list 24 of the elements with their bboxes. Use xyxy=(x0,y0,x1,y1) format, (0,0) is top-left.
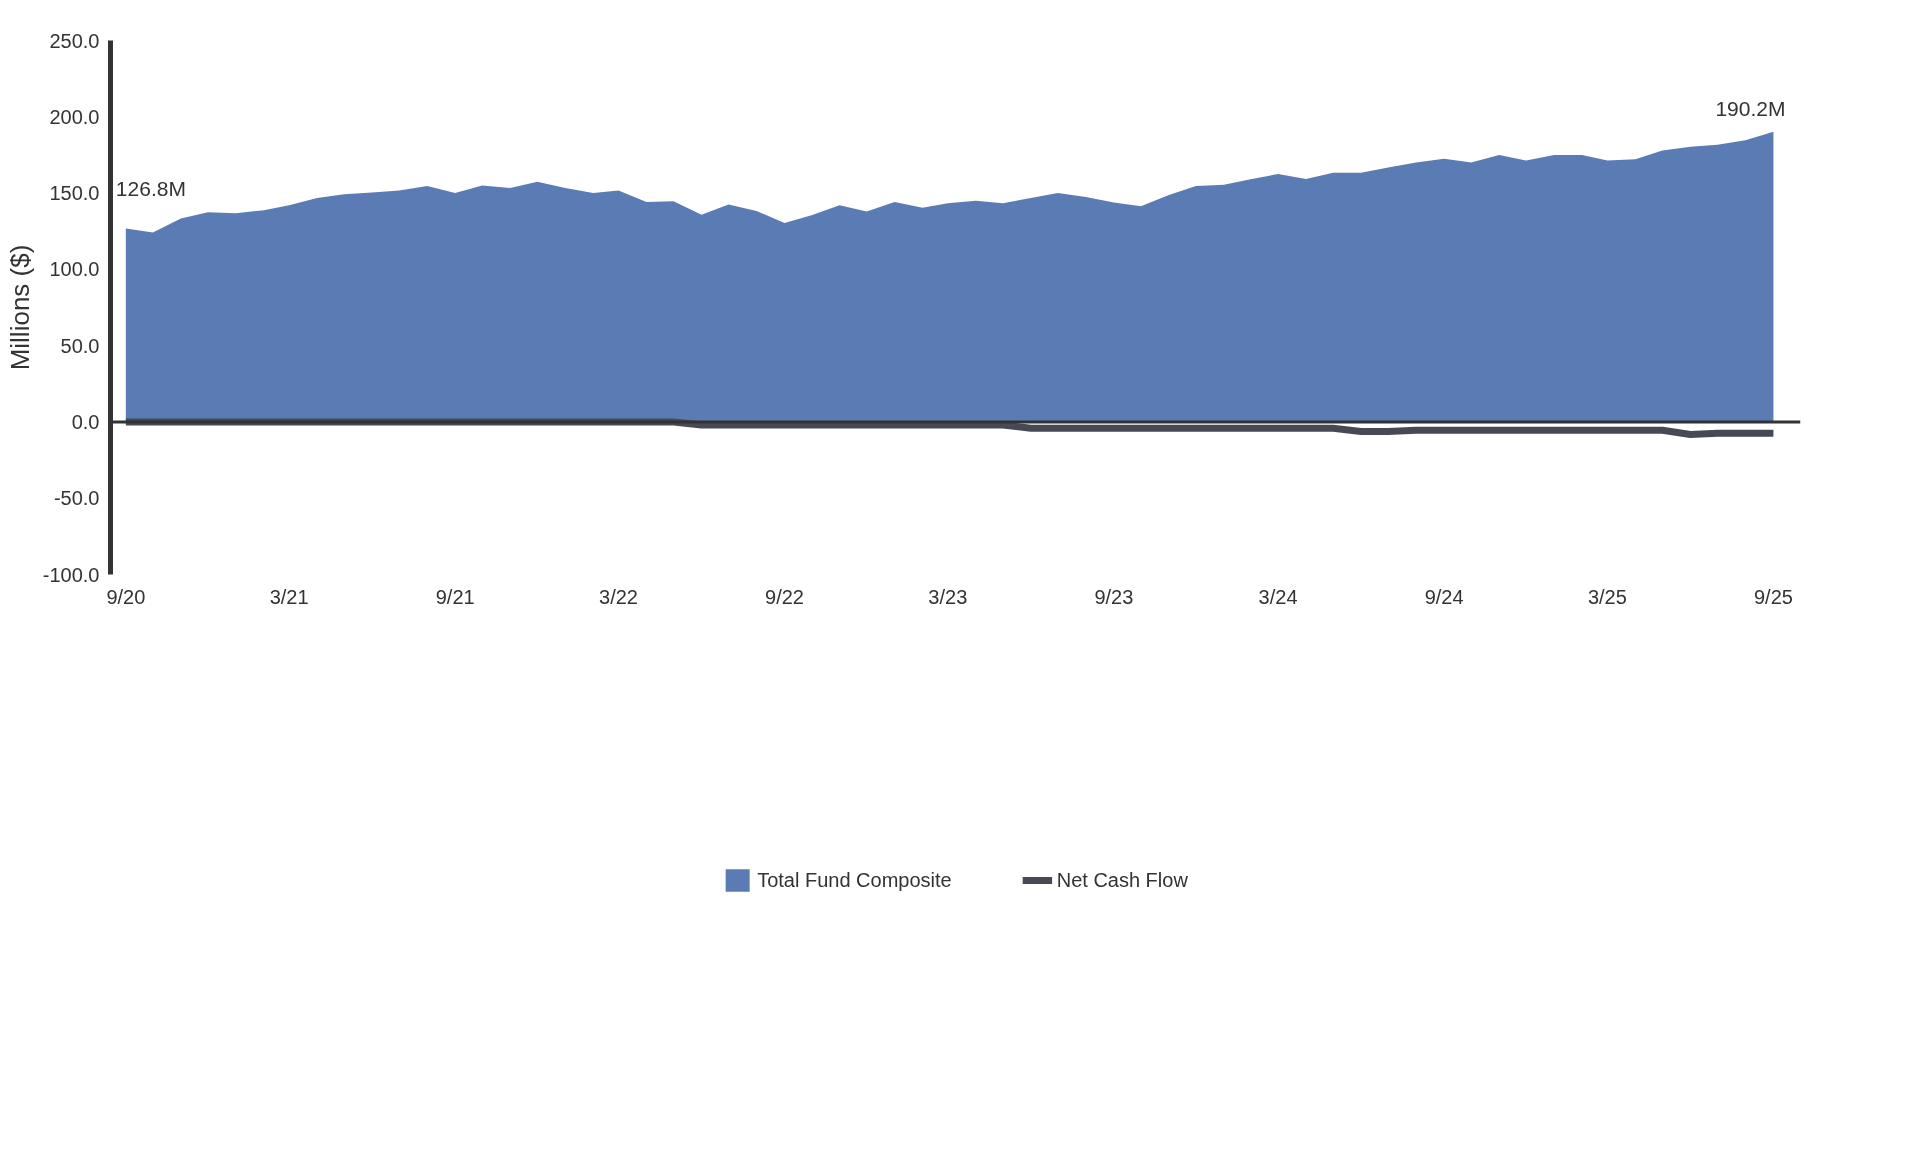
x-tick-label: 9/25 xyxy=(1753,585,1793,608)
x-tick-label: 3/24 xyxy=(1258,585,1298,608)
legend-label: Total Fund Composite xyxy=(757,868,952,892)
y-tick-label: 200.0 xyxy=(49,105,100,128)
x-tick-label: 9/23 xyxy=(1094,585,1134,608)
x-tick-label: 3/22 xyxy=(599,585,638,608)
x-tick-label: 3/25 xyxy=(1587,585,1627,608)
x-tick-label: 3/21 xyxy=(269,585,309,608)
annotation: 126.8M xyxy=(115,177,186,201)
legend-label: Net Cash Flow xyxy=(1056,868,1188,892)
x-tick-label: 9/22 xyxy=(765,585,804,608)
x-tick-label: 9/20 xyxy=(106,585,146,608)
y-tick-label: -50.0 xyxy=(53,487,100,510)
y-tick-label: 50.0 xyxy=(60,334,100,357)
y-tick-label: 150.0 xyxy=(49,182,100,205)
y-axis-title: Millions ($) xyxy=(4,244,35,371)
annotation: 190.2M xyxy=(1715,96,1786,120)
x-tick-label: 3/23 xyxy=(928,585,968,608)
x-tick-label: 9/24 xyxy=(1424,585,1464,608)
y-tick-label: -100.0 xyxy=(42,563,100,586)
y-tick-label: 250.0 xyxy=(49,29,100,52)
y-tick-label: 100.0 xyxy=(49,258,100,281)
x-tick-label: 9/21 xyxy=(435,585,475,608)
y-tick-label: 0.0 xyxy=(71,410,100,433)
